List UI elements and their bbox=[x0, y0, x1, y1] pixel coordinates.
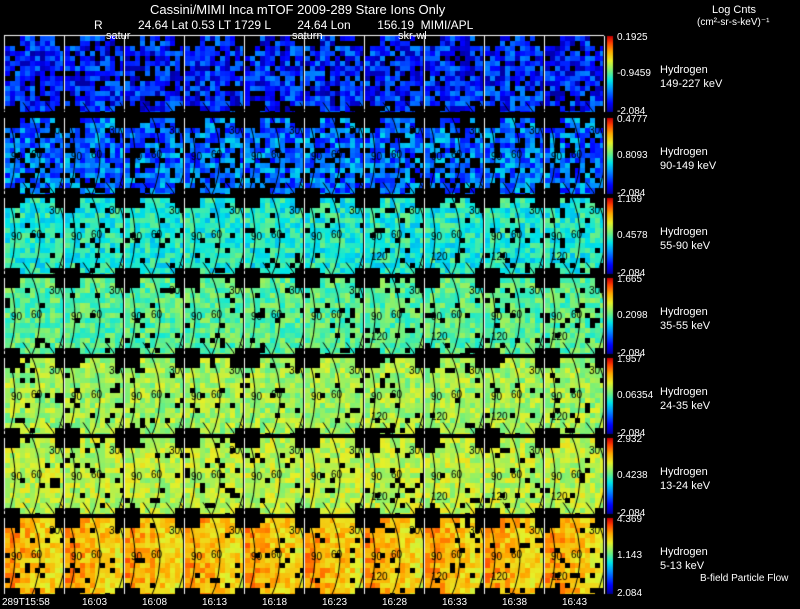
colorbar-mid-label: 0.4238 bbox=[617, 470, 648, 481]
colorbar-mid-label: 1.143 bbox=[617, 550, 643, 561]
overlay-label-3: skr-wl bbox=[398, 30, 427, 42]
energy-label: 149-227 keV bbox=[660, 78, 723, 90]
colorbar-min-label: -2.084 bbox=[617, 508, 646, 519]
energy-label: 55-90 keV bbox=[660, 240, 711, 252]
colorbar-min-label: -2.084 bbox=[617, 106, 646, 117]
x-tick-label: 16:38 bbox=[502, 597, 528, 608]
x-tick-label: 16:23 bbox=[322, 597, 348, 608]
species-label: Hydrogen bbox=[660, 546, 708, 558]
colorbar-min-label: -2.084 bbox=[617, 428, 646, 439]
colorbar-min-label: -2.084 bbox=[617, 188, 646, 199]
colorbar-max-label: 2.932 bbox=[617, 434, 643, 445]
x-tick-label: 16:18 bbox=[262, 597, 288, 608]
x-tick-label: 16:33 bbox=[442, 597, 468, 608]
legend-note: B-field Particle Flow bbox=[700, 573, 789, 584]
species-label: Hydrogen bbox=[660, 146, 708, 158]
overlay-label-1: satur bbox=[106, 30, 131, 42]
colorbar-max-label: 1.169 bbox=[617, 194, 643, 205]
energy-label: 24-35 keV bbox=[660, 400, 711, 412]
x-tick-label: 16:43 bbox=[562, 597, 588, 608]
colorbar-mid-label: 0.4578 bbox=[617, 230, 648, 241]
colorbar-max-label: 1.665 bbox=[617, 274, 643, 285]
colorbar-max-label: 0.1925 bbox=[617, 32, 648, 43]
info-r-label: R bbox=[94, 18, 103, 32]
species-label: Hydrogen bbox=[660, 226, 708, 238]
colorbar-min-label: -2.084 bbox=[617, 348, 646, 359]
colorbar-min-label: -2.084 bbox=[617, 268, 646, 279]
energy-label: 13-24 keV bbox=[660, 480, 711, 492]
energy-label: 35-55 keV bbox=[660, 320, 711, 332]
colorbar-min-label: 2.084 bbox=[617, 588, 643, 599]
energy-label: 5-13 keV bbox=[660, 560, 705, 572]
colorbar-mid-label: 0.8093 bbox=[617, 150, 648, 161]
x-tick-label: 16:13 bbox=[202, 597, 228, 608]
species-label: Hydrogen bbox=[660, 306, 708, 318]
species-label: Hydrogen bbox=[660, 386, 708, 398]
x-tick-label: 16:08 bbox=[142, 597, 168, 608]
colorbar-mid-label: 0.06354 bbox=[617, 390, 654, 401]
units-line-1: Log Cnts bbox=[712, 4, 757, 16]
colorbar-mid-label: -0.9459 bbox=[617, 68, 651, 79]
species-label: Hydrogen bbox=[660, 466, 708, 478]
units-line-2: (cm²-sr-s-keV)⁻¹ bbox=[697, 17, 770, 28]
species-label: Hydrogen bbox=[660, 64, 708, 76]
colorbar-max-label: 4.369 bbox=[617, 514, 643, 525]
colorbar-max-label: 0.4777 bbox=[617, 114, 648, 125]
overlay-label-2: saturn bbox=[292, 30, 323, 42]
info-values: 24.64 Lat 0.53 LT 1729 L 24.64 Lon 156.1… bbox=[138, 18, 474, 32]
energy-label: 90-149 keV bbox=[660, 160, 717, 172]
x-tick-label: 16:28 bbox=[382, 597, 408, 608]
colorbar-mid-label: 0.2098 bbox=[617, 310, 648, 321]
x-tick-label: 289T15:58 bbox=[2, 597, 50, 608]
x-tick-label: 16:03 bbox=[82, 597, 108, 608]
colorbar-max-label: 1.957 bbox=[617, 354, 643, 365]
plot-title: Cassini/MIMI Inca mTOF 2009-289 Stare Io… bbox=[150, 2, 446, 17]
